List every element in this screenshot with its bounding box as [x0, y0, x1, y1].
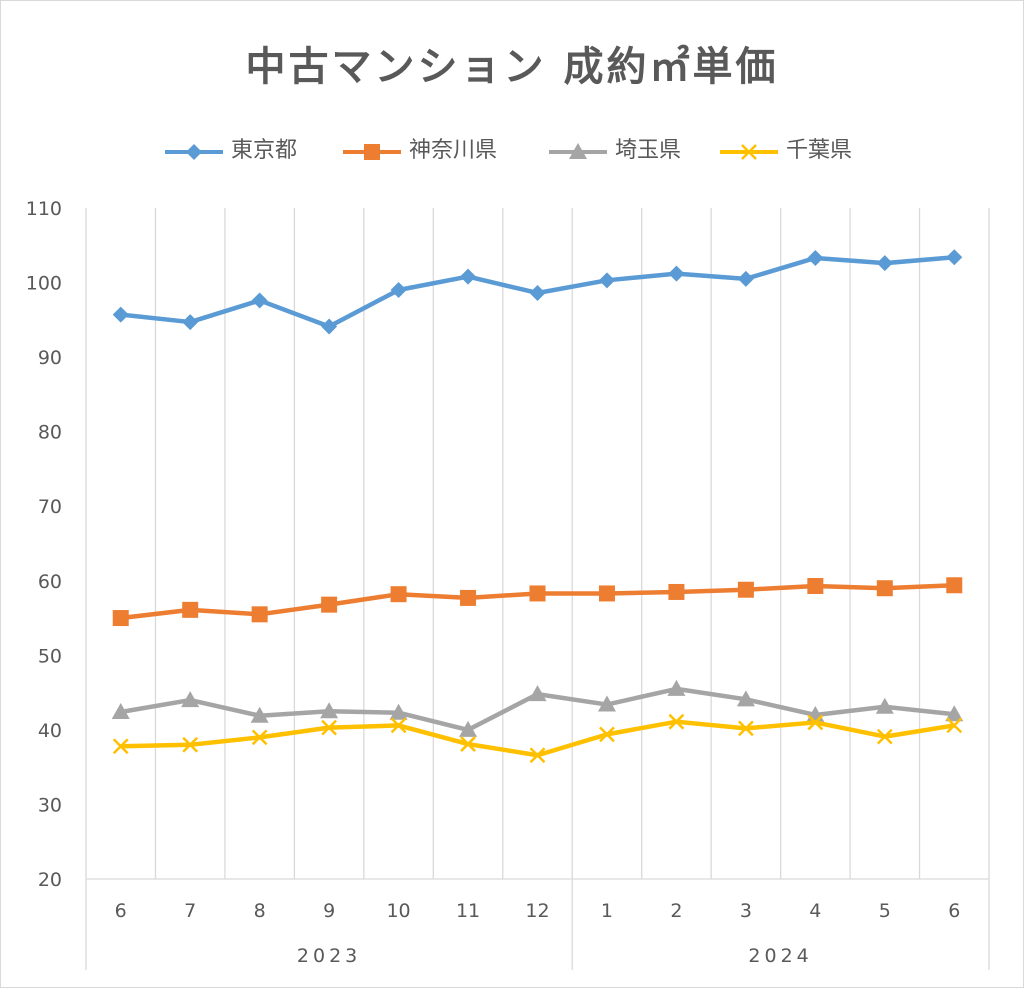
legend-label: 神奈川県: [409, 138, 498, 163]
legend-marker-shape: [741, 144, 757, 160]
data-point: [321, 719, 337, 736]
series-1: [112, 249, 963, 335]
x-tick-label: 7: [184, 900, 196, 922]
legend-marker-shape: [186, 144, 202, 160]
year-label: 2023: [297, 945, 361, 967]
data-point: [112, 738, 129, 755]
data-point: [598, 272, 615, 289]
legend-marker-shape: [569, 143, 587, 159]
x-tick-label: 10: [386, 900, 410, 922]
x-tick-label: 6: [115, 900, 127, 922]
data-point: [181, 691, 200, 708]
legend-label: 埼玉県: [615, 138, 682, 163]
y-tick-label: 20: [38, 869, 62, 891]
data-point: [737, 581, 754, 598]
data-point: [460, 589, 477, 606]
data-point: [807, 249, 824, 266]
data-point: [321, 318, 338, 335]
data-point: [529, 284, 546, 301]
y-tick-label: 110: [26, 198, 62, 220]
data-point: [876, 728, 893, 745]
x-tick-label: 5: [879, 900, 891, 922]
data-point: [460, 736, 476, 752]
data-point: [250, 706, 269, 723]
data-point: [945, 705, 964, 722]
y-tick-label: 40: [38, 720, 62, 742]
data-point: [946, 249, 963, 266]
x-tick-label: 9: [323, 900, 335, 922]
data-point: [736, 690, 755, 707]
x-tick-label: 4: [809, 900, 821, 922]
series-3: [111, 679, 964, 737]
x-tick-label: 2: [670, 900, 682, 922]
data-point: [875, 697, 894, 714]
data-point: [876, 255, 893, 272]
data-point: [946, 577, 963, 594]
data-point: [807, 577, 824, 594]
series-line: [120, 719, 955, 758]
data-point: [390, 717, 407, 734]
y-tick-label: 70: [38, 496, 62, 518]
legend-marker: [186, 144, 202, 160]
data-point: [528, 685, 547, 702]
chart-title: 中古マンション 成約㎡単価: [245, 44, 779, 90]
data-point: [111, 702, 130, 719]
data-point: [390, 282, 407, 299]
y-tick-label: 80: [38, 422, 62, 444]
data-point: [389, 703, 408, 720]
data-point: [737, 270, 754, 287]
x-tick-label: 3: [740, 900, 752, 922]
data-point: [668, 713, 685, 730]
y-tick-label: 100: [26, 273, 62, 295]
y-tick-label: 30: [38, 794, 62, 816]
data-point: [529, 585, 546, 602]
data-point: [459, 720, 478, 737]
data-point: [182, 314, 199, 331]
y-tick-label: 50: [38, 645, 62, 667]
data-point: [668, 265, 685, 282]
data-point: [946, 717, 963, 734]
legend-marker-shape: [364, 144, 380, 160]
legend-marker: [569, 143, 587, 159]
data-point: [320, 702, 339, 719]
data-point: [598, 585, 615, 602]
legend-marker: [364, 144, 380, 160]
data-point: [599, 726, 615, 743]
data-point: [807, 714, 824, 731]
data-point: [876, 580, 893, 597]
data-point: [738, 720, 754, 737]
x-tick-label: 6: [948, 900, 960, 922]
x-tick-label: 12: [525, 900, 549, 922]
x-tick-label: 11: [456, 900, 480, 922]
y-tick-label: 90: [38, 347, 62, 369]
data-point: [390, 586, 407, 603]
data-point: [597, 695, 616, 712]
legend-label: 千葉県: [786, 138, 853, 163]
series-4: [112, 713, 963, 764]
data-point: [529, 747, 546, 764]
data-point: [112, 610, 129, 627]
data-point: [112, 306, 129, 323]
x-tick-label: 8: [254, 900, 266, 922]
data-point: [182, 601, 199, 618]
data-point: [668, 583, 685, 600]
legend: 東京都 神奈川県 埼玉県 千葉県: [0, 134, 1024, 168]
data-point: [667, 679, 686, 696]
data-point: [251, 292, 268, 309]
data-point: [251, 606, 268, 623]
data-point: [460, 268, 477, 285]
data-point: [182, 736, 199, 753]
data-point: [321, 596, 338, 613]
year-label: 2024: [748, 945, 812, 967]
legend-label: 東京都: [231, 138, 298, 163]
x-tick-label: 1: [601, 900, 613, 922]
y-tick-label: 60: [38, 571, 62, 593]
legend-marker: [741, 144, 757, 160]
series-2: [112, 577, 963, 627]
data-point: [251, 729, 268, 746]
